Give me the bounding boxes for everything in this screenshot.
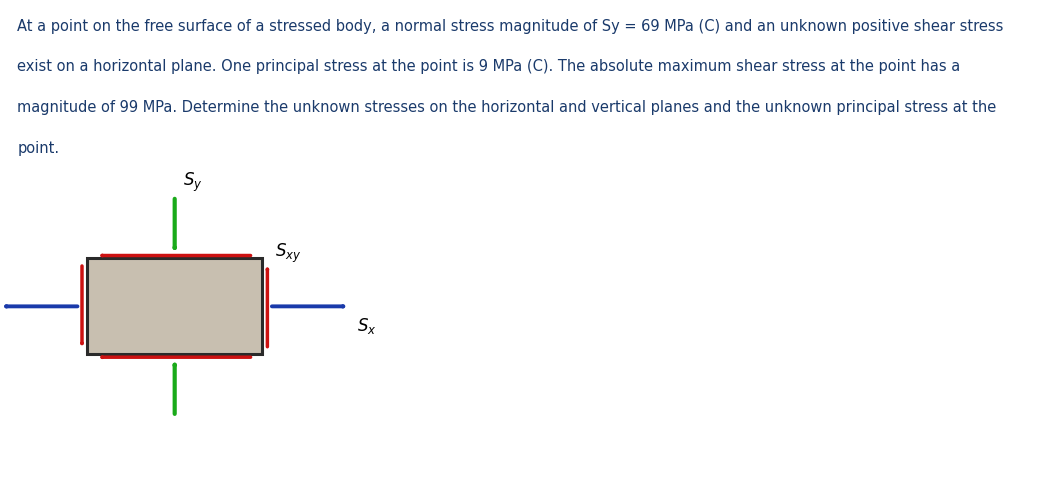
Text: At a point on the free surface of a stressed body, a normal stress magnitude of : At a point on the free surface of a stre… — [17, 19, 1004, 34]
Text: point.: point. — [17, 141, 59, 156]
Text: magnitude of 99 MPa. Determine the unknown stresses on the horizontal and vertic: magnitude of 99 MPa. Determine the unkno… — [17, 100, 996, 115]
Text: exist on a horizontal plane. One principal stress at the point is 9 MPa (C). The: exist on a horizontal plane. One princip… — [17, 60, 960, 74]
Text: $S_{xy}$: $S_{xy}$ — [276, 242, 302, 264]
Text: $S_y$: $S_y$ — [183, 170, 204, 194]
Text: $S_x$: $S_x$ — [356, 316, 376, 336]
Bar — [87, 258, 262, 354]
